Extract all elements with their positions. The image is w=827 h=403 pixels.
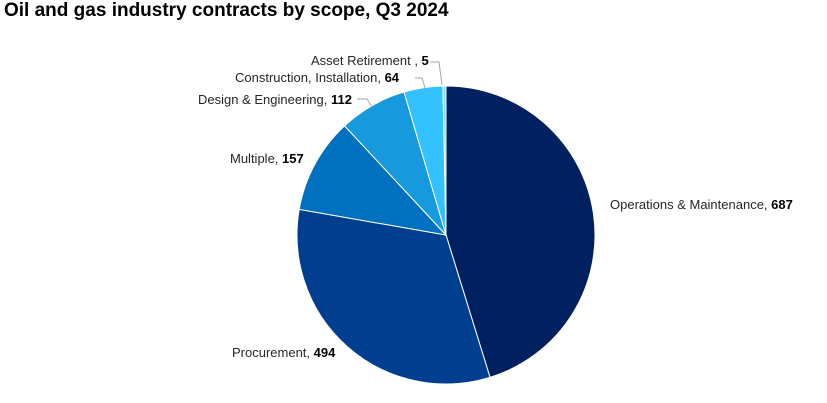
data-labels: Operations & Maintenance, 687 Procurement… <box>198 53 793 360</box>
data-label-operations-maintenance: Operations & Maintenance, 687 <box>610 197 793 212</box>
data-label-procurement: Procurement, 494 <box>232 345 336 360</box>
leader-line-construction-installation <box>415 77 426 89</box>
pie-slice-procurement <box>296 208 491 385</box>
data-label-construction-installation: Construction, Installation, 64 <box>235 70 400 85</box>
leader-line-design-engineering <box>357 98 373 108</box>
pie-slice-operations-maintenance <box>445 85 596 378</box>
leader-lines <box>357 61 443 108</box>
pie-slice-asset-retirement <box>442 85 447 236</box>
data-label-multiple: Multiple, 157 <box>230 151 304 166</box>
pie-slice-multiple <box>298 125 448 236</box>
leader-line-asset-retirement <box>430 61 443 86</box>
pie-slices <box>296 85 596 385</box>
data-label-design-engineering: Design & Engineering, 112 <box>198 92 352 107</box>
chart-title: Oil and gas industry contracts by scope,… <box>4 0 449 21</box>
data-label-asset-retirement: Asset Retirement , 5 <box>311 53 429 68</box>
